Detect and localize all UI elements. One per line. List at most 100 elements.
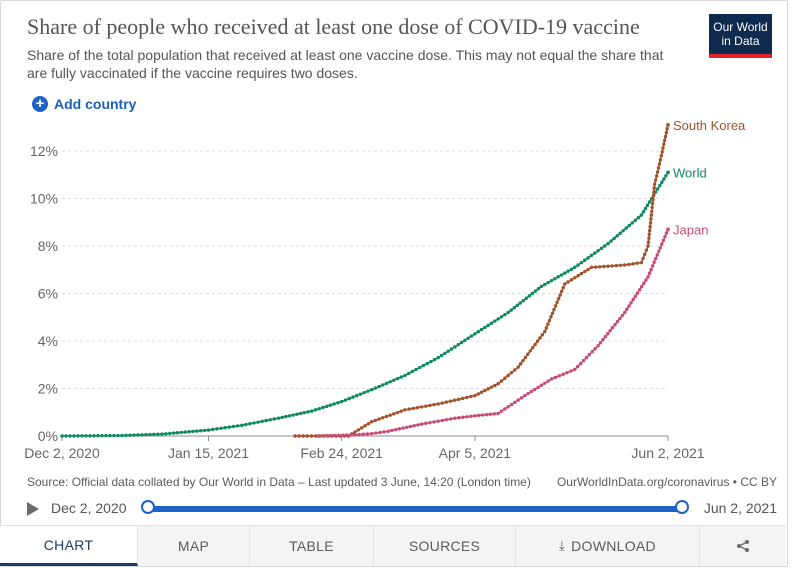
series-point [223, 425, 227, 430]
series-point [492, 412, 497, 416]
download-icon: ⤓ [559, 538, 566, 553]
series-point [469, 334, 474, 338]
series-point [646, 244, 650, 248]
series-point [457, 416, 461, 420]
series-point [509, 308, 513, 312]
series-point [369, 387, 374, 392]
series-point [313, 408, 318, 412]
series-point [499, 379, 504, 383]
series-point [653, 178, 658, 182]
series-point [518, 362, 523, 366]
owid-logo[interactable]: Our World in Data [709, 14, 772, 58]
series-point [566, 280, 570, 284]
series-point [660, 242, 664, 246]
tab-sources[interactable]: SOURCES [374, 526, 516, 566]
share-button[interactable] [700, 526, 786, 566]
series-point [565, 370, 569, 375]
series-point [606, 241, 610, 246]
series-point [374, 431, 378, 435]
y-tick-label: 8% [38, 238, 58, 254]
series-point [642, 281, 646, 286]
timeline-end-handle[interactable] [675, 500, 689, 514]
x-tick-label: Jun 2, 2021 [631, 445, 704, 461]
series-line [61, 171, 669, 437]
series-point [526, 352, 530, 356]
series-point [639, 284, 644, 289]
series-point [513, 368, 517, 372]
series-point [317, 406, 321, 411]
credit-link[interactable]: OurWorldInData.org/coronavirus • CC BY [556, 475, 777, 489]
series-point [547, 318, 552, 323]
series-point [603, 334, 608, 339]
series-point [244, 422, 248, 427]
logo-line-1: Our World [713, 20, 768, 34]
series-point [506, 310, 510, 315]
timeline-track[interactable] [148, 506, 682, 512]
chart-subtitle: Share of the total population that recei… [27, 47, 664, 81]
series-label: South Korea [673, 120, 746, 133]
series-point [586, 256, 590, 260]
series-point [465, 395, 469, 400]
series-point [652, 260, 656, 264]
series-point [523, 393, 527, 398]
series-point [429, 359, 433, 364]
tab-chart[interactable]: CHART [0, 526, 138, 566]
series-point [419, 405, 424, 409]
series-point [124, 433, 128, 438]
series-point [486, 323, 490, 328]
add-country-button[interactable]: + Add country [32, 96, 136, 112]
series-point [183, 430, 187, 434]
series-point [636, 216, 641, 220]
series-point [665, 127, 669, 131]
y-tick-label: 10% [30, 191, 58, 207]
series-point [540, 333, 545, 337]
series-point [618, 263, 623, 267]
tab-map[interactable]: MAP [138, 526, 250, 566]
series-point [544, 326, 549, 330]
series-point [553, 277, 557, 281]
series-point [627, 223, 631, 228]
series-point [473, 393, 477, 398]
series-point [179, 430, 184, 435]
series-point [297, 434, 301, 438]
series-point [132, 433, 136, 437]
series-point [496, 382, 500, 386]
series-point [556, 275, 560, 279]
series-point [463, 338, 467, 343]
timeline-start-handle[interactable] [141, 500, 155, 514]
x-tick-label: Dec 2, 2020 [24, 445, 100, 461]
series-point [260, 419, 264, 424]
play-icon[interactable] [27, 502, 39, 516]
series-point [88, 434, 92, 438]
series-point [652, 190, 656, 194]
series-point [428, 403, 432, 408]
tab-table[interactable]: TABLE [250, 526, 374, 566]
series-point [405, 425, 409, 429]
series-point [496, 411, 500, 416]
series-point [175, 431, 180, 435]
series-point [651, 197, 655, 202]
series-point [351, 395, 355, 399]
series-point [412, 424, 416, 428]
add-country-label: Add country [54, 96, 137, 112]
series-point [436, 402, 440, 406]
plus-circle-icon: + [32, 96, 48, 112]
series-point [573, 265, 577, 270]
series-point [483, 388, 487, 393]
y-tick-label: 0% [38, 428, 58, 444]
series-point [533, 387, 537, 392]
series-point [593, 347, 597, 351]
series-point [559, 273, 564, 277]
series-point [635, 291, 640, 295]
series-point [280, 415, 284, 420]
series-point [378, 430, 382, 435]
series-point [479, 327, 484, 332]
series-point [128, 433, 132, 437]
tab-download[interactable]: ⤓ DOWNLOAD [516, 526, 700, 566]
series-point [649, 267, 653, 272]
series-point [332, 433, 337, 438]
series-point [361, 432, 366, 436]
series-point [654, 256, 658, 261]
series-point [644, 248, 649, 252]
series-point [649, 213, 654, 217]
